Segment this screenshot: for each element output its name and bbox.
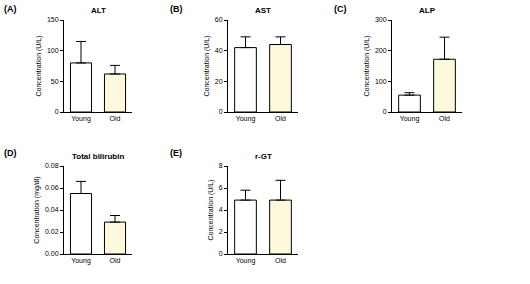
svg-text:50: 50	[51, 78, 59, 85]
svg-text:0: 0	[55, 108, 59, 115]
svg-text:40: 40	[215, 47, 223, 54]
svg-text:4: 4	[219, 206, 223, 213]
svg-text:Old: Old	[110, 115, 121, 122]
svg-text:Young: Young	[236, 257, 256, 265]
svg-text:Concentration (U/L): Concentration (U/L)	[35, 35, 43, 96]
svg-text:Concentration (U/L): Concentration (U/L)	[207, 179, 215, 240]
svg-text:6: 6	[219, 184, 223, 191]
svg-text:0.02: 0.02	[45, 228, 59, 235]
svg-text:20: 20	[215, 78, 223, 85]
svg-text:100: 100	[47, 47, 59, 54]
svg-text:0.06: 0.06	[45, 184, 59, 191]
svg-text:Young: Young	[71, 257, 91, 265]
svg-text:(D): (D)	[4, 148, 17, 158]
svg-text:150: 150	[47, 16, 59, 23]
svg-text:Old: Old	[110, 257, 121, 264]
svg-text:Concentration (U/L): Concentration (U/L)	[203, 35, 211, 96]
svg-text:(E): (E)	[170, 148, 182, 158]
svg-text:0: 0	[383, 108, 387, 115]
svg-text:0.08: 0.08	[45, 162, 59, 169]
svg-text:Old: Old	[439, 115, 450, 122]
svg-text:200: 200	[375, 47, 387, 54]
svg-text:(C): (C)	[334, 4, 347, 14]
svg-text:60: 60	[215, 16, 223, 23]
svg-text:Young: Young	[400, 115, 420, 123]
svg-text:100: 100	[375, 78, 387, 85]
svg-text:(A): (A)	[4, 4, 17, 14]
svg-text:AST: AST	[255, 6, 271, 15]
svg-text:Old: Old	[275, 257, 286, 264]
svg-text:Total bilirubin: Total bilirubin	[72, 152, 124, 161]
svg-text:8: 8	[219, 162, 223, 169]
svg-text:(B): (B)	[170, 4, 183, 14]
svg-text:r-GT: r-GT	[255, 152, 272, 161]
svg-text:0.04: 0.04	[45, 206, 59, 213]
svg-text:Young: Young	[71, 115, 91, 123]
svg-text:Young: Young	[236, 115, 256, 123]
svg-text:0.00: 0.00	[45, 250, 59, 257]
svg-text:300: 300	[375, 16, 387, 23]
svg-text:Concentration (U/L): Concentration (U/L)	[363, 35, 371, 96]
svg-text:Concentration (mg/dl): Concentration (mg/dl)	[33, 176, 41, 243]
svg-text:2: 2	[219, 228, 223, 235]
svg-text:ALT: ALT	[91, 6, 106, 15]
svg-text:0: 0	[219, 250, 223, 257]
svg-text:Old: Old	[275, 115, 286, 122]
svg-text:ALP: ALP	[419, 6, 436, 15]
svg-text:0: 0	[219, 108, 223, 115]
